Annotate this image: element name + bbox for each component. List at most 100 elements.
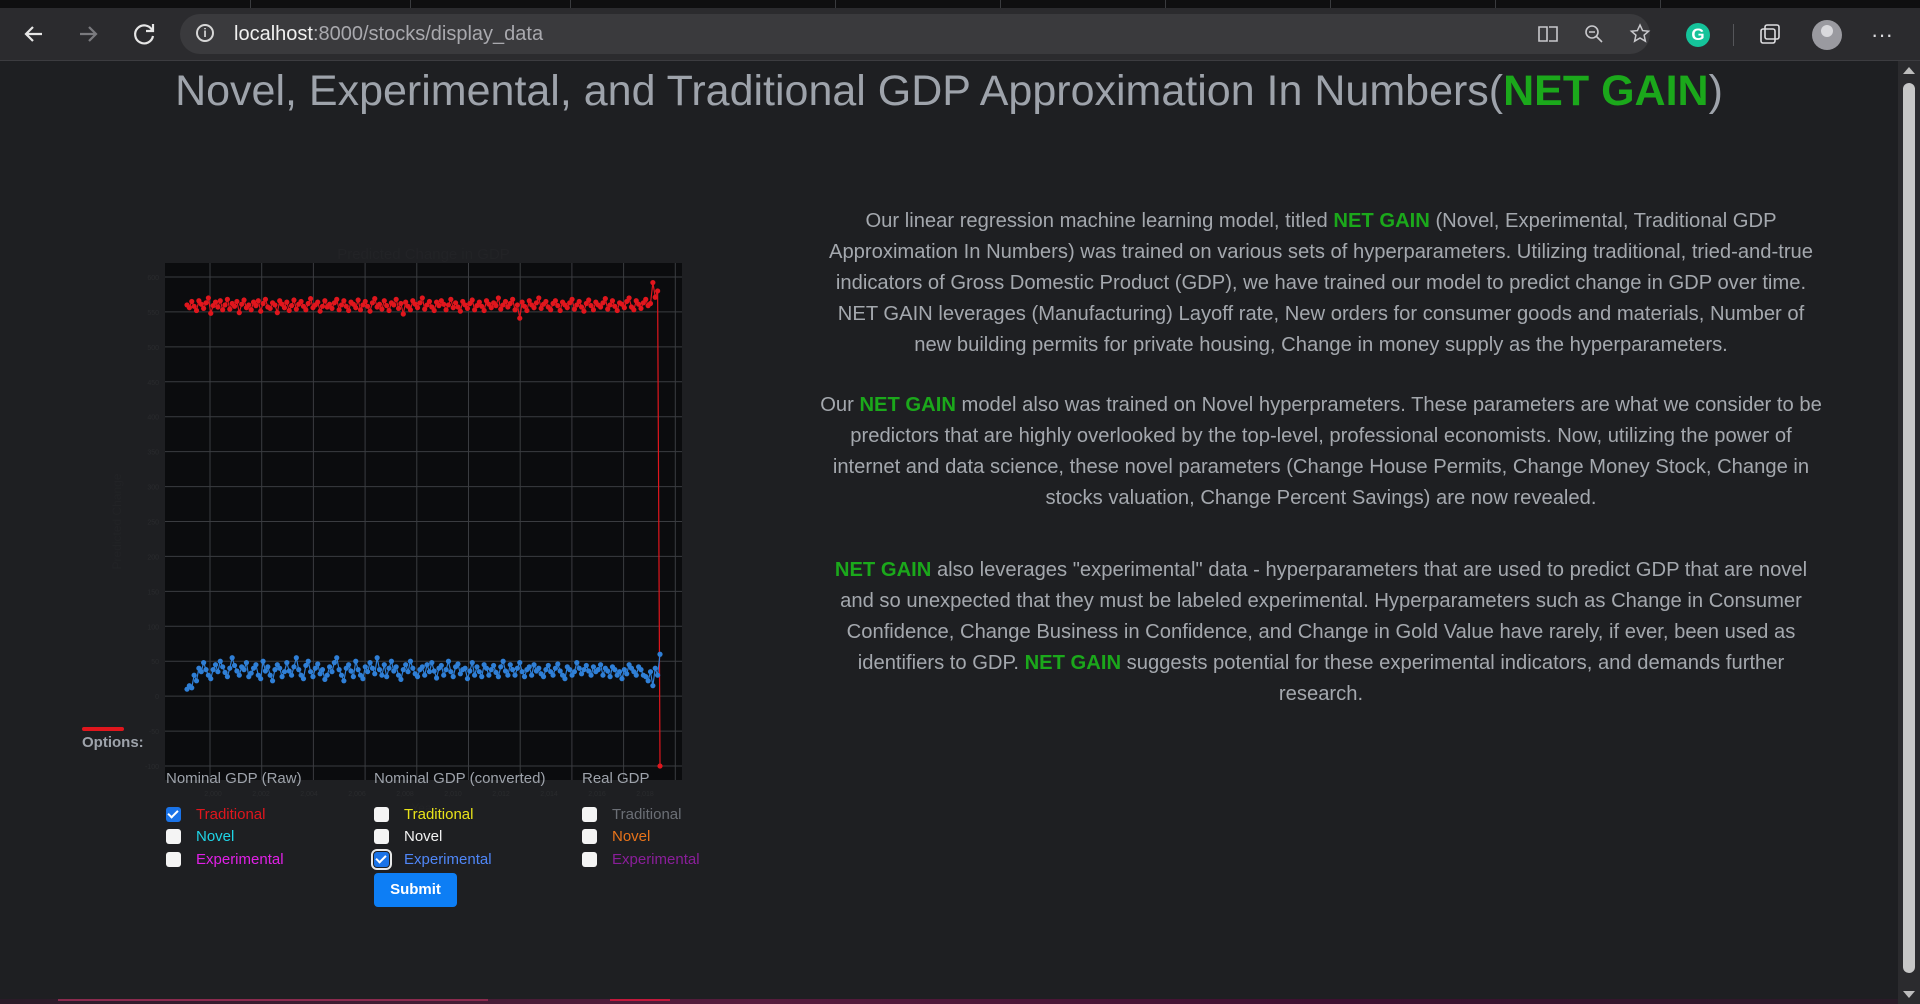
series-experimental-point <box>576 665 582 671</box>
checkbox-label[interactable]: Traditional <box>612 806 682 823</box>
series-traditional-point <box>267 305 273 312</box>
series-experimental-point <box>381 662 387 668</box>
chart-title: Predicted Change in GDP <box>337 246 510 263</box>
checkbox[interactable] <box>582 807 597 822</box>
series-experimental-point <box>210 667 216 673</box>
brand-name: NET GAIN <box>834 559 932 581</box>
series-traditional-point <box>612 303 618 309</box>
series-traditional-point <box>548 307 554 313</box>
zoom-out-icon[interactable] <box>1582 22 1606 46</box>
scroll-up-arrow[interactable] <box>1903 67 1915 74</box>
site-info-icon[interactable]: i <box>196 24 214 42</box>
address-bar[interactable]: i localhost:8000/stocks/display_data <box>180 14 1652 54</box>
checkbox-label[interactable]: Novel <box>196 828 235 845</box>
x-tick-label: 2,002 <box>252 791 270 798</box>
vertical-scrollbar[interactable] <box>1898 61 1920 1004</box>
back-icon[interactable] <box>18 18 50 50</box>
checkbox-label[interactable]: Traditional <box>404 806 474 823</box>
series-experimental-point <box>388 658 395 664</box>
series-traditional-point <box>307 296 314 302</box>
checkbox-label[interactable]: Experimental <box>612 851 700 868</box>
more-icon[interactable]: ··· <box>1871 22 1893 47</box>
checkbox-label[interactable]: Experimental <box>196 851 284 868</box>
series-traditional-point <box>581 308 587 314</box>
series-experimental-point <box>231 662 238 669</box>
series-experimental-point <box>479 674 485 680</box>
series-traditional-point <box>479 303 485 309</box>
series-experimental-point <box>284 660 290 666</box>
series-traditional-point <box>510 296 516 302</box>
series-experimental-point <box>450 674 456 680</box>
checkbox[interactable] <box>582 829 597 844</box>
series-traditional-point <box>431 307 437 314</box>
checkbox[interactable] <box>166 829 181 844</box>
series-traditional-point <box>457 308 463 314</box>
series-experimental-point <box>208 676 214 682</box>
series-experimental-point <box>426 669 433 675</box>
checkbox-label[interactable]: Novel <box>612 828 651 845</box>
checkbox[interactable] <box>582 852 597 867</box>
series-experimental-point <box>567 667 573 673</box>
series-experimental-point <box>386 665 392 671</box>
series-experimental-point <box>578 671 585 677</box>
series-traditional-point <box>586 297 592 303</box>
series-experimental-point <box>367 660 373 666</box>
series-experimental-point <box>193 678 200 684</box>
series-experimental-point <box>545 662 551 669</box>
series-traditional-point <box>201 305 207 312</box>
series-traditional-point <box>355 297 361 303</box>
series-experimental-point <box>329 669 335 675</box>
grammarly-icon[interactable]: G <box>1686 23 1710 47</box>
series-experimental-point <box>336 667 342 673</box>
checkbox[interactable] <box>371 849 392 870</box>
series-traditional-point <box>419 295 425 301</box>
checkbox-label[interactable]: Experimental <box>404 851 492 868</box>
series-traditional-point <box>315 299 321 305</box>
checkbox-label[interactable]: Novel <box>404 828 443 845</box>
paragraph-text: Our <box>820 394 860 416</box>
refresh-icon[interactable] <box>128 18 160 50</box>
series-experimental-point <box>341 678 347 684</box>
series-traditional-point <box>386 307 392 314</box>
series-experimental-point <box>310 674 316 680</box>
checkbox[interactable] <box>374 807 389 822</box>
series-experimental-point <box>586 668 592 674</box>
series-traditional-point <box>436 303 442 309</box>
series-traditional-point <box>533 300 540 306</box>
scroll-down-arrow[interactable] <box>1903 991 1915 998</box>
collections-icon[interactable] <box>1756 21 1784 49</box>
series-traditional-point <box>417 300 423 306</box>
series-traditional-point <box>576 298 582 305</box>
series-experimental-point <box>277 665 283 671</box>
checkbox-label[interactable]: Traditional <box>196 806 266 823</box>
series-experimental-point <box>521 674 528 680</box>
submit-button[interactable]: Submit <box>374 873 457 907</box>
series-experimental-point <box>536 665 542 671</box>
series-traditional-point <box>403 299 409 305</box>
forward-icon[interactable] <box>72 18 104 50</box>
series-traditional-point <box>626 295 632 301</box>
checkbox[interactable] <box>166 852 181 867</box>
series-traditional-point <box>191 303 197 309</box>
url-text[interactable]: localhost:8000/stocks/display_data <box>234 14 543 54</box>
scroll-thumb[interactable] <box>1903 83 1915 973</box>
options-accent-bar <box>82 727 124 731</box>
y-axis-label: Predicted Change <box>110 473 124 569</box>
series-traditional-point <box>495 295 501 301</box>
x-tick-label: 2,006 <box>348 791 366 798</box>
taskbar-edge <box>0 999 1898 1004</box>
series-experimental-point <box>384 674 390 680</box>
immersive-reader-icon[interactable] <box>1536 22 1560 46</box>
profile-avatar[interactable] <box>1812 20 1842 50</box>
series-traditional-point <box>336 307 342 313</box>
series-experimental-point <box>588 672 594 678</box>
series-experimental-point <box>457 671 463 677</box>
series-traditional-point <box>246 302 252 308</box>
description-paragraph-1: Our linear regression machine learning m… <box>818 206 1824 361</box>
series-experimental-point <box>269 678 276 684</box>
series-experimental-point <box>201 660 207 666</box>
checkbox[interactable] <box>166 807 181 822</box>
checkbox[interactable] <box>374 829 389 844</box>
add-favorite-icon[interactable] <box>1628 22 1652 46</box>
series-experimental-point <box>362 664 368 670</box>
